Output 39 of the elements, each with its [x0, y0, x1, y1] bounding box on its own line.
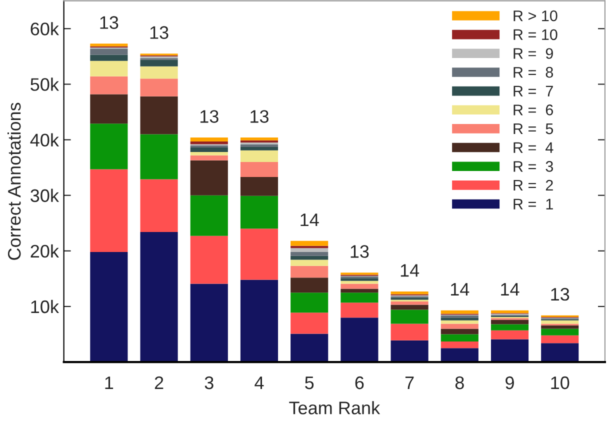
legend-label: R = 6 — [514, 104, 553, 116]
y-axis-title: Correct Annotations — [7, 102, 21, 260]
annotation: 14 — [450, 283, 470, 296]
legend-label: R = 10 — [514, 29, 558, 40]
legend-label: R = 5 — [514, 124, 554, 134]
annotation: 13 — [250, 110, 268, 123]
annotation: 14 — [400, 264, 420, 277]
legend-label: R = 1 — [514, 198, 553, 210]
x-tick-label: 8 — [455, 376, 464, 390]
x-tick-label: 1 — [105, 376, 114, 390]
legend-label: R > 10 — [514, 10, 558, 22]
legend-label: R = 8 — [514, 66, 553, 78]
legend-label: R = 9 — [514, 48, 553, 59]
y-tick-label: 20k — [30, 244, 60, 258]
x-tick-label: 5 — [305, 376, 314, 390]
x-tick-label: 6 — [355, 376, 364, 390]
annotation: 13 — [150, 26, 168, 39]
y-tick-label: 60k — [30, 22, 60, 36]
annotation: 13 — [551, 288, 570, 301]
y-tick-label: 50k — [30, 78, 60, 91]
x-tick-label: 10 — [551, 376, 570, 390]
legend-label: R = 7 — [514, 86, 553, 96]
x-tick-label: 3 — [204, 376, 214, 390]
legend-label: R = 4 — [514, 142, 554, 153]
annotation: 13 — [100, 16, 118, 29]
x-tick-label: 7 — [405, 376, 414, 390]
x-tick-label: 2 — [154, 376, 164, 390]
y-tick-label: 40k — [30, 133, 60, 146]
legend-label: R = 3 — [514, 161, 553, 172]
annotation: 14 — [300, 214, 319, 226]
x-axis-title: Team Rank — [289, 401, 380, 414]
annotation: 13 — [200, 110, 218, 123]
x-tick-label: 9 — [506, 376, 514, 390]
annotation: 13 — [350, 245, 369, 258]
y-tick-label: 30k — [30, 188, 60, 202]
x-tick-label: 4 — [254, 376, 264, 390]
annotation: 14 — [501, 283, 520, 296]
legend-label: R = 2 — [514, 180, 553, 191]
y-tick-label: 10k — [31, 300, 60, 314]
